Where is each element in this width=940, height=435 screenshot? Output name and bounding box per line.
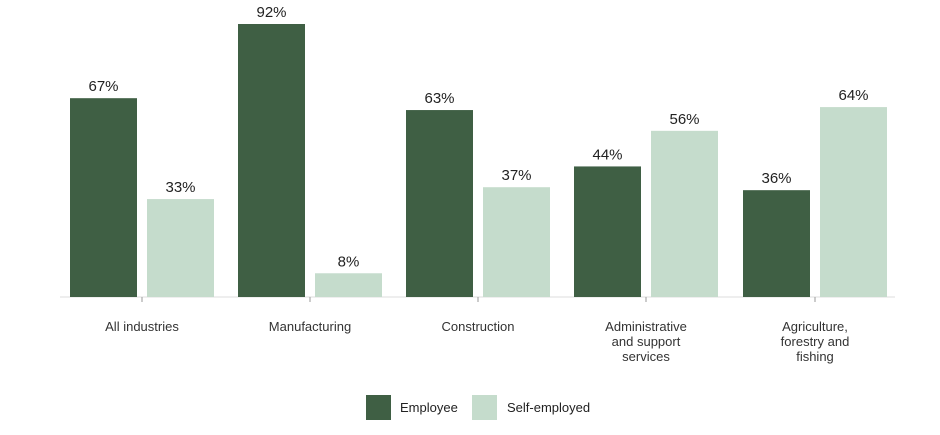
data-label-employee-2: 63%: [424, 90, 454, 107]
category-label-1: Manufacturing: [269, 319, 351, 334]
data-label-employee-1: 92%: [256, 4, 286, 21]
category-label-2: Construction: [442, 319, 515, 334]
category-label-line: All industries: [105, 319, 179, 334]
category-label-3: Administrative and support services: [605, 319, 687, 364]
bar-self-employed-0: [147, 199, 214, 297]
data-label-employee-0: 67%: [88, 78, 118, 95]
category-label-line: forestry and: [781, 334, 850, 349]
category-label-line: Agriculture,: [782, 319, 848, 334]
category-label-line: Construction: [442, 319, 515, 334]
bar-self-employed-3: [651, 130, 718, 297]
legend: Employee Self-employed: [366, 395, 590, 420]
category-label-line: and support: [612, 334, 681, 349]
category-label-4: Agriculture, forestry and fishing: [781, 319, 850, 364]
bars-group: [70, 24, 887, 297]
legend-label-self-employed: Self-employed: [507, 400, 590, 415]
bar-employee-3: [574, 166, 641, 297]
bar-self-employed-4: [820, 107, 887, 297]
legend-swatch-employee: [366, 395, 391, 420]
category-label-line: services: [622, 349, 670, 364]
x-ticks-group: [141, 297, 816, 302]
bar-employee-2: [406, 110, 473, 297]
bar-self-employed-2: [483, 187, 550, 297]
legend-swatch-self-employed: [472, 395, 497, 420]
data-label-self-employed-0: 33%: [165, 179, 195, 196]
category-label-line: Manufacturing: [269, 319, 351, 334]
data-label-employee-4: 36%: [761, 170, 791, 187]
data-labels-group: 67% 33% 92% 8% 63% 37% 44% 56% 36% 64%: [88, 4, 868, 270]
bar-employee-4: [743, 190, 810, 297]
bar-employee-1: [238, 24, 305, 297]
category-label-0: All industries: [105, 319, 179, 334]
data-label-employee-3: 44%: [592, 146, 622, 163]
data-label-self-employed-1: 8%: [338, 253, 360, 270]
category-label-line: Administrative: [605, 319, 687, 334]
data-label-self-employed-3: 56%: [669, 111, 699, 128]
data-label-self-employed-2: 37%: [501, 167, 531, 184]
legend-label-employee: Employee: [400, 400, 458, 415]
category-label-line: fishing: [796, 349, 834, 364]
category-labels-group: All industries Manufacturing Construction A…: [105, 319, 849, 364]
bar-self-employed-1: [315, 273, 382, 297]
bar-employee-0: [70, 98, 137, 297]
data-label-self-employed-4: 64%: [838, 87, 868, 104]
